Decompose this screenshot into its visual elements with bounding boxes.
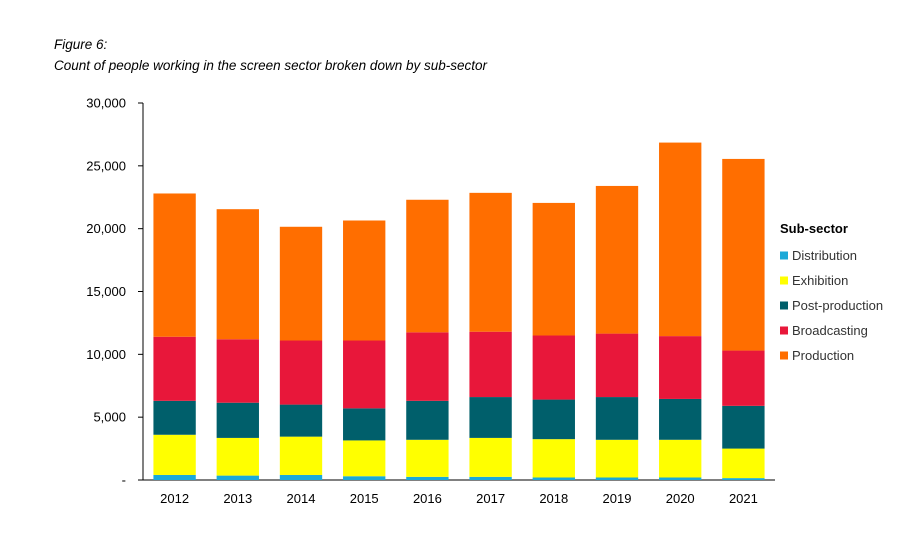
- bar-segment-post-production-2013: [216, 402, 259, 438]
- bar-segment-distribution-2017: [469, 476, 512, 480]
- bar-segment-post-production-2015: [343, 408, 386, 441]
- bar-segment-broadcasting-2020: [659, 336, 702, 399]
- bar-segment-exhibition-2012: [153, 434, 196, 475]
- bar-segment-exhibition-2017: [469, 437, 512, 477]
- bars: [153, 142, 765, 480]
- x-axis: 2012 2013 2014 2015 2016 2017 2018 2019 2020 2021: [143, 479, 775, 506]
- legend-swatch-exhibition: [780, 276, 788, 285]
- bar-segment-broadcasting-2016: [406, 332, 449, 401]
- bar-segment-post-production-2019: [595, 397, 639, 440]
- bar-segment-broadcasting-2014: [279, 340, 323, 405]
- y-tick-label: -: [122, 473, 126, 488]
- bar-segment-production-2020: [659, 142, 702, 337]
- bar-segment-broadcasting-2015: [343, 340, 386, 409]
- figure-caption: Figure 6: Count of people working in the…: [54, 34, 487, 76]
- legend: Sub-sector Distribution Exhibition Post-pro…: [780, 221, 883, 363]
- bar-segment-production-2014: [279, 226, 323, 341]
- bar-segment-distribution-2020: [659, 477, 702, 480]
- bar-segment-distribution-2014: [279, 474, 323, 480]
- bar-segment-exhibition-2013: [216, 437, 259, 476]
- bar-segment-exhibition-2018: [532, 439, 575, 478]
- figure-label: Figure 6:: [54, 37, 108, 52]
- bar-segment-production-2013: [216, 209, 259, 340]
- bar-segment-exhibition-2021: [722, 448, 765, 479]
- x-tick-label: 2018: [539, 491, 568, 506]
- bar-segment-production-2019: [595, 185, 639, 334]
- bar-segment-exhibition-2020: [659, 439, 702, 478]
- x-tick-label: 2013: [223, 491, 252, 506]
- legend-label-exhibition: Exhibition: [792, 273, 848, 288]
- bar-segment-distribution-2013: [216, 475, 259, 480]
- legend-label-broadcasting: Broadcasting: [792, 323, 868, 338]
- y-tick-label: 20,000: [86, 221, 126, 236]
- bar-segment-production-2018: [532, 202, 575, 336]
- x-tick-label: 2012: [160, 491, 189, 506]
- bar-segment-exhibition-2014: [279, 436, 323, 475]
- bar-segment-post-production-2021: [722, 405, 765, 449]
- y-tick-label: 10,000: [86, 347, 126, 362]
- x-tick-label: 2017: [476, 491, 505, 506]
- y-tick-label: 5,000: [93, 410, 126, 425]
- bar-segment-production-2015: [343, 220, 386, 341]
- legend-swatch-broadcasting: [780, 326, 788, 335]
- y-tick-label: 15,000: [86, 284, 126, 299]
- chart-title: Count of people working in the screen se…: [54, 58, 487, 73]
- legend-swatch-production: [780, 351, 788, 360]
- bar-segment-post-production-2020: [659, 398, 702, 440]
- bar-segment-production-2021: [722, 158, 765, 351]
- x-tick-label: 2016: [413, 491, 442, 506]
- bar-segment-exhibition-2016: [406, 439, 449, 477]
- x-tick-label: 2020: [666, 491, 695, 506]
- bar-segment-distribution-2012: [153, 474, 196, 480]
- bar-segment-broadcasting-2019: [595, 333, 639, 398]
- bar-segment-post-production-2014: [279, 404, 323, 437]
- bar-segment-exhibition-2019: [595, 439, 639, 478]
- legend-label-distribution: Distribution: [792, 248, 857, 263]
- y-tick-label: 30,000: [86, 96, 126, 111]
- bar-segment-post-production-2018: [532, 399, 575, 440]
- bar-segment-broadcasting-2018: [532, 335, 575, 400]
- bar-segment-post-production-2017: [469, 397, 512, 438]
- bar-segment-post-production-2016: [406, 400, 449, 440]
- y-axis: - 5,000 10,000 15,000 20,000 25,000 30,000: [86, 96, 144, 488]
- x-tick-label: 2014: [287, 491, 316, 506]
- bar-segment-distribution-2016: [406, 476, 449, 480]
- legend-swatch-post-production: [780, 301, 788, 310]
- bar-segment-broadcasting-2021: [722, 350, 765, 406]
- bar-segment-production-2016: [406, 199, 449, 333]
- legend-swatch-distribution: [780, 251, 788, 260]
- bar-segment-production-2017: [469, 192, 512, 332]
- bar-segment-broadcasting-2013: [216, 339, 259, 403]
- bar-segment-distribution-2019: [595, 477, 639, 480]
- y-tick-label: 25,000: [86, 158, 126, 173]
- bar-segment-distribution-2018: [532, 477, 575, 480]
- bar-segment-broadcasting-2012: [153, 336, 196, 401]
- bar-segment-exhibition-2015: [343, 440, 386, 477]
- x-tick-label: 2019: [603, 491, 632, 506]
- x-tick-label: 2015: [350, 491, 379, 506]
- x-tick-label: 2021: [729, 491, 758, 506]
- legend-label-post-production: Post-production: [792, 298, 883, 313]
- bar-segment-distribution-2015: [343, 476, 386, 480]
- bar-segment-broadcasting-2017: [469, 331, 512, 398]
- legend-title: Sub-sector: [780, 221, 848, 236]
- legend-label-production: Production: [792, 348, 854, 363]
- bar-segment-production-2012: [153, 193, 196, 337]
- bar-segment-distribution-2021: [722, 478, 765, 480]
- bar-segment-post-production-2012: [153, 400, 196, 435]
